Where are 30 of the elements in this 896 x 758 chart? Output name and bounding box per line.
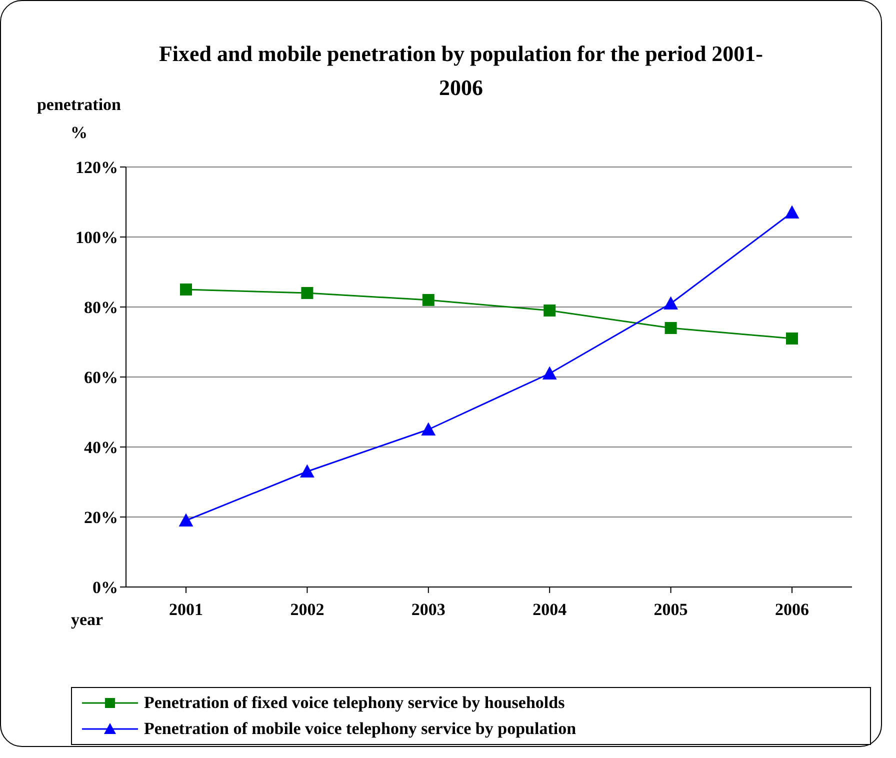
- x-tick-label: 2005: [654, 600, 688, 620]
- point: [542, 366, 557, 380]
- point: [180, 284, 192, 296]
- point: [664, 322, 677, 334]
- point: [786, 332, 798, 344]
- x-tick-label: 2001: [169, 600, 203, 620]
- y-tick-label: 60%: [84, 368, 118, 388]
- x-axis-title: year: [71, 610, 104, 630]
- point: [784, 205, 800, 218]
- y-tick-label: 80%: [84, 298, 118, 318]
- y-tick-label: 100%: [76, 228, 118, 248]
- x-tick-label: 2004: [532, 600, 568, 620]
- y-axis-title: penetration %: [36, 94, 122, 144]
- legend-label: Penetration of fixed voice telephony service by households: [144, 693, 565, 713]
- point: [300, 464, 314, 478]
- point: [421, 422, 436, 436]
- chart-title: Fixed and mobile penetration by population for the period 2001-2006: [158, 40, 764, 102]
- x-tick-label: 2002: [290, 600, 324, 620]
- point: [664, 296, 678, 310]
- point: [178, 513, 194, 526]
- x-tick-label: 2003: [411, 600, 446, 620]
- y-tick-label: 120%: [76, 158, 118, 178]
- y-tick-label: 0%: [92, 578, 118, 598]
- y-tick-label: 20%: [84, 508, 118, 528]
- y-tick-label: 40%: [84, 438, 118, 458]
- legend-label: Penetration of mobile voice telephony service by population: [144, 719, 576, 739]
- point: [544, 304, 556, 316]
- point: [301, 287, 314, 299]
- point: [422, 294, 434, 306]
- x-tick-label: 2006: [775, 600, 809, 620]
